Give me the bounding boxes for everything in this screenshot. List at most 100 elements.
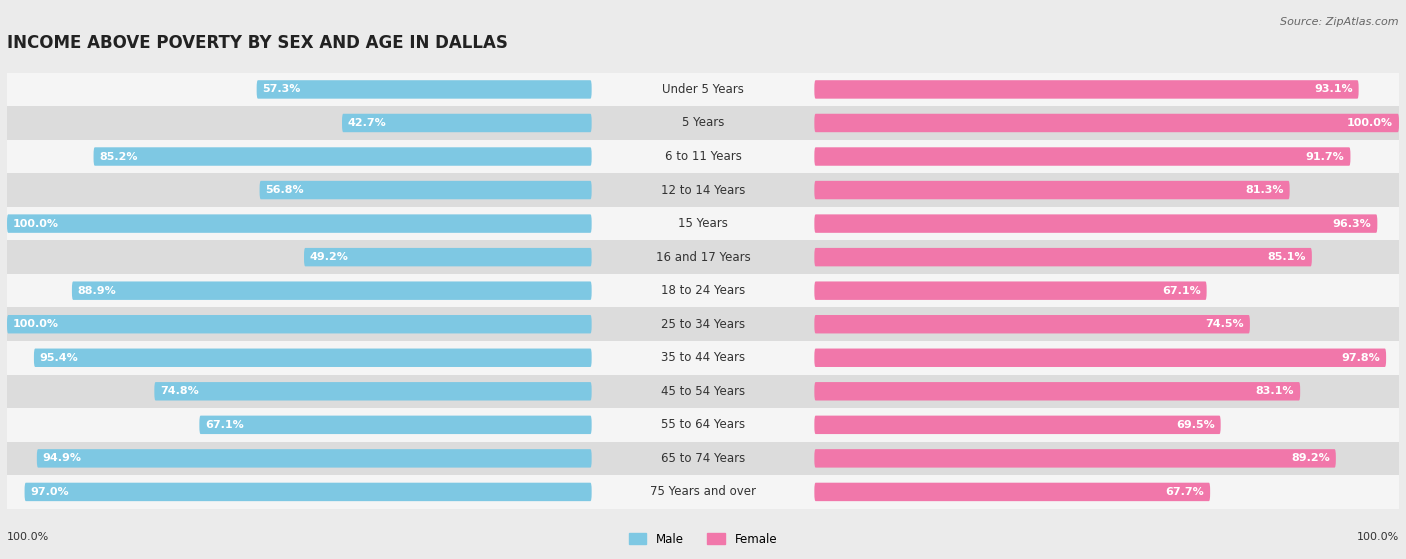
Text: 85.1%: 85.1% — [1268, 252, 1306, 262]
FancyBboxPatch shape — [34, 349, 592, 367]
FancyBboxPatch shape — [342, 114, 592, 132]
Text: 74.8%: 74.8% — [160, 386, 200, 396]
Text: 97.8%: 97.8% — [1341, 353, 1381, 363]
Text: 57.3%: 57.3% — [263, 84, 301, 94]
FancyBboxPatch shape — [592, 307, 814, 341]
FancyBboxPatch shape — [814, 173, 1399, 207]
FancyBboxPatch shape — [814, 73, 1399, 106]
FancyBboxPatch shape — [257, 80, 592, 99]
FancyBboxPatch shape — [592, 442, 814, 475]
Text: 45 to 54 Years: 45 to 54 Years — [661, 385, 745, 398]
FancyBboxPatch shape — [592, 274, 814, 307]
Text: 100.0%: 100.0% — [7, 532, 49, 542]
FancyBboxPatch shape — [592, 341, 814, 375]
Text: 100.0%: 100.0% — [13, 219, 59, 229]
FancyBboxPatch shape — [814, 114, 1399, 132]
FancyBboxPatch shape — [814, 382, 1301, 400]
FancyBboxPatch shape — [7, 408, 592, 442]
FancyBboxPatch shape — [155, 382, 592, 400]
FancyBboxPatch shape — [7, 307, 592, 341]
FancyBboxPatch shape — [814, 408, 1399, 442]
Text: 91.7%: 91.7% — [1306, 151, 1344, 162]
FancyBboxPatch shape — [7, 215, 592, 233]
Text: 67.1%: 67.1% — [1161, 286, 1201, 296]
Text: 35 to 44 Years: 35 to 44 Years — [661, 351, 745, 364]
Text: 100.0%: 100.0% — [1347, 118, 1393, 128]
Text: 88.9%: 88.9% — [77, 286, 117, 296]
Text: 94.9%: 94.9% — [42, 453, 82, 463]
FancyBboxPatch shape — [304, 248, 592, 267]
FancyBboxPatch shape — [592, 207, 814, 240]
FancyBboxPatch shape — [814, 148, 1350, 166]
FancyBboxPatch shape — [592, 408, 814, 442]
Text: 55 to 64 Years: 55 to 64 Years — [661, 418, 745, 432]
FancyBboxPatch shape — [814, 315, 1250, 333]
FancyBboxPatch shape — [814, 416, 1220, 434]
Text: 67.7%: 67.7% — [1166, 487, 1205, 497]
Text: 81.3%: 81.3% — [1246, 185, 1284, 195]
Text: 16 and 17 Years: 16 and 17 Years — [655, 250, 751, 264]
Text: 93.1%: 93.1% — [1315, 84, 1353, 94]
FancyBboxPatch shape — [94, 148, 592, 166]
Text: INCOME ABOVE POVERTY BY SEX AND AGE IN DALLAS: INCOME ABOVE POVERTY BY SEX AND AGE IN D… — [7, 34, 508, 51]
Text: 97.0%: 97.0% — [31, 487, 69, 497]
FancyBboxPatch shape — [7, 475, 592, 509]
Text: 15 Years: 15 Years — [678, 217, 728, 230]
FancyBboxPatch shape — [7, 240, 592, 274]
FancyBboxPatch shape — [814, 483, 1211, 501]
FancyBboxPatch shape — [592, 475, 814, 509]
FancyBboxPatch shape — [7, 73, 592, 106]
FancyBboxPatch shape — [7, 341, 592, 375]
Text: 18 to 24 Years: 18 to 24 Years — [661, 284, 745, 297]
FancyBboxPatch shape — [814, 80, 1358, 99]
FancyBboxPatch shape — [592, 375, 814, 408]
FancyBboxPatch shape — [814, 475, 1399, 509]
Text: 67.1%: 67.1% — [205, 420, 245, 430]
Text: 100.0%: 100.0% — [1357, 532, 1399, 542]
Text: 49.2%: 49.2% — [309, 252, 349, 262]
FancyBboxPatch shape — [7, 106, 592, 140]
FancyBboxPatch shape — [592, 106, 814, 140]
Text: 96.3%: 96.3% — [1333, 219, 1371, 229]
FancyBboxPatch shape — [72, 282, 592, 300]
Text: 12 to 14 Years: 12 to 14 Years — [661, 183, 745, 197]
Text: 56.8%: 56.8% — [266, 185, 304, 195]
FancyBboxPatch shape — [814, 207, 1399, 240]
FancyBboxPatch shape — [592, 240, 814, 274]
Text: Under 5 Years: Under 5 Years — [662, 83, 744, 96]
Legend: Male, Female: Male, Female — [624, 528, 782, 550]
FancyBboxPatch shape — [814, 341, 1399, 375]
FancyBboxPatch shape — [7, 173, 592, 207]
FancyBboxPatch shape — [814, 240, 1399, 274]
Text: 83.1%: 83.1% — [1256, 386, 1295, 396]
FancyBboxPatch shape — [814, 307, 1399, 341]
FancyBboxPatch shape — [814, 282, 1206, 300]
FancyBboxPatch shape — [592, 173, 814, 207]
FancyBboxPatch shape — [814, 274, 1399, 307]
FancyBboxPatch shape — [24, 483, 592, 501]
FancyBboxPatch shape — [7, 442, 592, 475]
Text: 25 to 34 Years: 25 to 34 Years — [661, 318, 745, 331]
FancyBboxPatch shape — [814, 442, 1399, 475]
FancyBboxPatch shape — [592, 73, 814, 106]
Text: 89.2%: 89.2% — [1291, 453, 1330, 463]
Text: 6 to 11 Years: 6 to 11 Years — [665, 150, 741, 163]
FancyBboxPatch shape — [814, 181, 1289, 200]
FancyBboxPatch shape — [200, 416, 592, 434]
Text: 100.0%: 100.0% — [13, 319, 59, 329]
Text: 42.7%: 42.7% — [347, 118, 387, 128]
FancyBboxPatch shape — [7, 274, 592, 307]
Text: 85.2%: 85.2% — [100, 151, 138, 162]
Text: 5 Years: 5 Years — [682, 116, 724, 130]
Text: 95.4%: 95.4% — [39, 353, 79, 363]
FancyBboxPatch shape — [592, 140, 814, 173]
FancyBboxPatch shape — [814, 349, 1386, 367]
Text: Source: ZipAtlas.com: Source: ZipAtlas.com — [1281, 17, 1399, 27]
Text: 69.5%: 69.5% — [1175, 420, 1215, 430]
FancyBboxPatch shape — [814, 375, 1399, 408]
FancyBboxPatch shape — [7, 375, 592, 408]
FancyBboxPatch shape — [814, 140, 1399, 173]
Text: 65 to 74 Years: 65 to 74 Years — [661, 452, 745, 465]
FancyBboxPatch shape — [7, 207, 592, 240]
FancyBboxPatch shape — [814, 106, 1399, 140]
